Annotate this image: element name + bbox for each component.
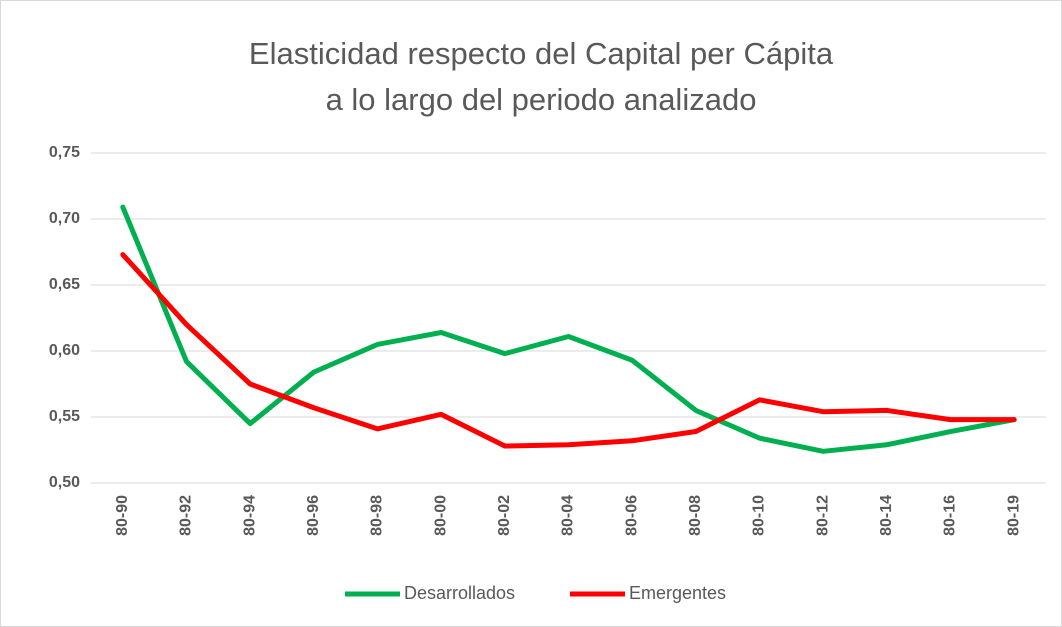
- x-tick-label: 80-08: [687, 495, 704, 536]
- y-tick-label: 0,60: [49, 342, 80, 359]
- x-tick-label: 80-98: [369, 495, 386, 536]
- x-tick-label: 80-19: [1005, 495, 1022, 536]
- x-tick-label: 80-90: [114, 495, 131, 536]
- x-tick-label: 80-02: [496, 495, 513, 536]
- y-tick-label: 0,65: [49, 276, 80, 293]
- line: [120, 204, 1017, 454]
- y-tick-label: 0,75: [49, 144, 80, 161]
- x-tick-label: 80-92: [178, 495, 195, 536]
- y-tick-label: 0,50: [49, 474, 80, 491]
- line: [120, 252, 1017, 449]
- x-tick-label: 80-16: [942, 495, 959, 536]
- legend-label: Emergentes: [629, 583, 726, 603]
- x-tick-label: 80-94: [241, 495, 258, 536]
- x-tick-label: 80-04: [560, 495, 577, 536]
- x-tick-label: 80-96: [305, 495, 322, 536]
- chart-title: Elasticidad respecto del Capital per Cáp…: [249, 36, 834, 71]
- legend-label: Desarrollados: [404, 583, 515, 603]
- x-tick-label: 80-12: [814, 495, 831, 536]
- x-tick-label: 80-14: [878, 495, 895, 536]
- x-tick-label: 80-06: [623, 495, 640, 536]
- x-tick-label: 80-10: [751, 495, 768, 536]
- y-tick-label: 0,55: [49, 408, 80, 425]
- x-tick-label: 80-00: [432, 495, 449, 536]
- y-tick-label: 0,70: [49, 210, 80, 227]
- chart-title: a lo largo del periodo analizado: [326, 82, 757, 117]
